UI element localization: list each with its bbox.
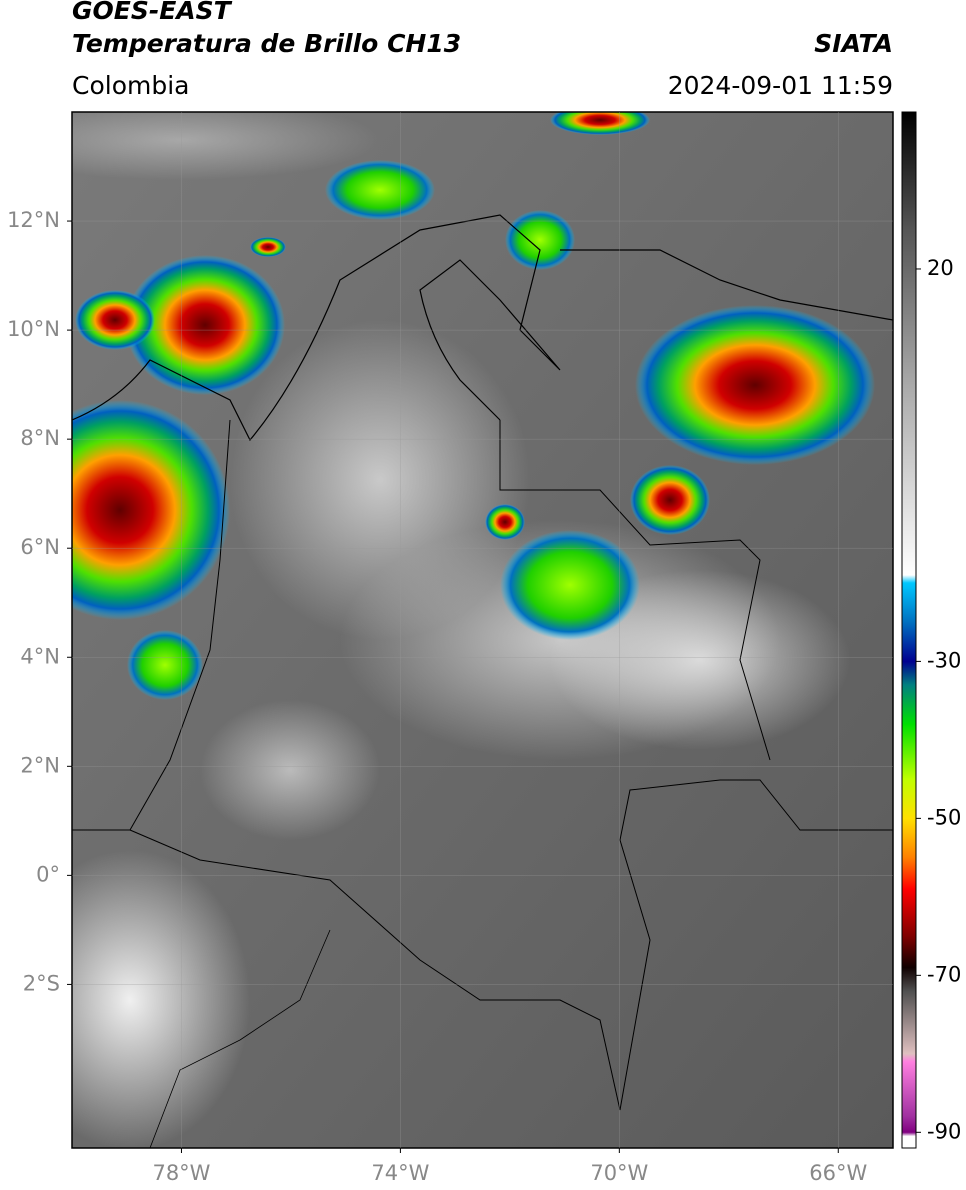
x-tick-label: 78°W — [152, 1161, 210, 1185]
colorbar-tick-label: -50 — [927, 805, 961, 829]
datetime: 2024-09-01 11:59 — [668, 71, 893, 100]
x-tick-label: 66°W — [809, 1161, 867, 1185]
colorbar-tick-label: -30 — [927, 648, 961, 672]
colorbar-tick-label: -90 — [927, 1119, 961, 1143]
y-tick-label: 10°N — [7, 317, 60, 341]
map-frame — [71, 111, 894, 1149]
colorbar — [901, 111, 917, 1149]
map-image — [72, 112, 893, 1148]
y-tick-label: 0° — [36, 862, 60, 886]
y-tick-label: 12°N — [7, 208, 60, 232]
x-tick-label: 70°W — [590, 1161, 648, 1185]
x-tick-label: 74°W — [371, 1161, 429, 1185]
y-tick-label: 6°N — [20, 535, 60, 559]
region: Colombia — [72, 71, 189, 100]
y-tick-label: 2°N — [20, 753, 60, 777]
source: SIATA — [814, 29, 893, 58]
colorbar-tick-label: -70 — [927, 962, 961, 986]
y-tick-label: 4°N — [20, 644, 60, 668]
title: GOES-EAST — [72, 0, 233, 25]
y-tick-label: 8°N — [20, 426, 60, 450]
colorbar-tick-label: 20 — [927, 256, 954, 280]
y-tick-label: 2°S — [23, 971, 60, 995]
subtitle: Temperatura de Brillo CH13 — [72, 29, 461, 58]
